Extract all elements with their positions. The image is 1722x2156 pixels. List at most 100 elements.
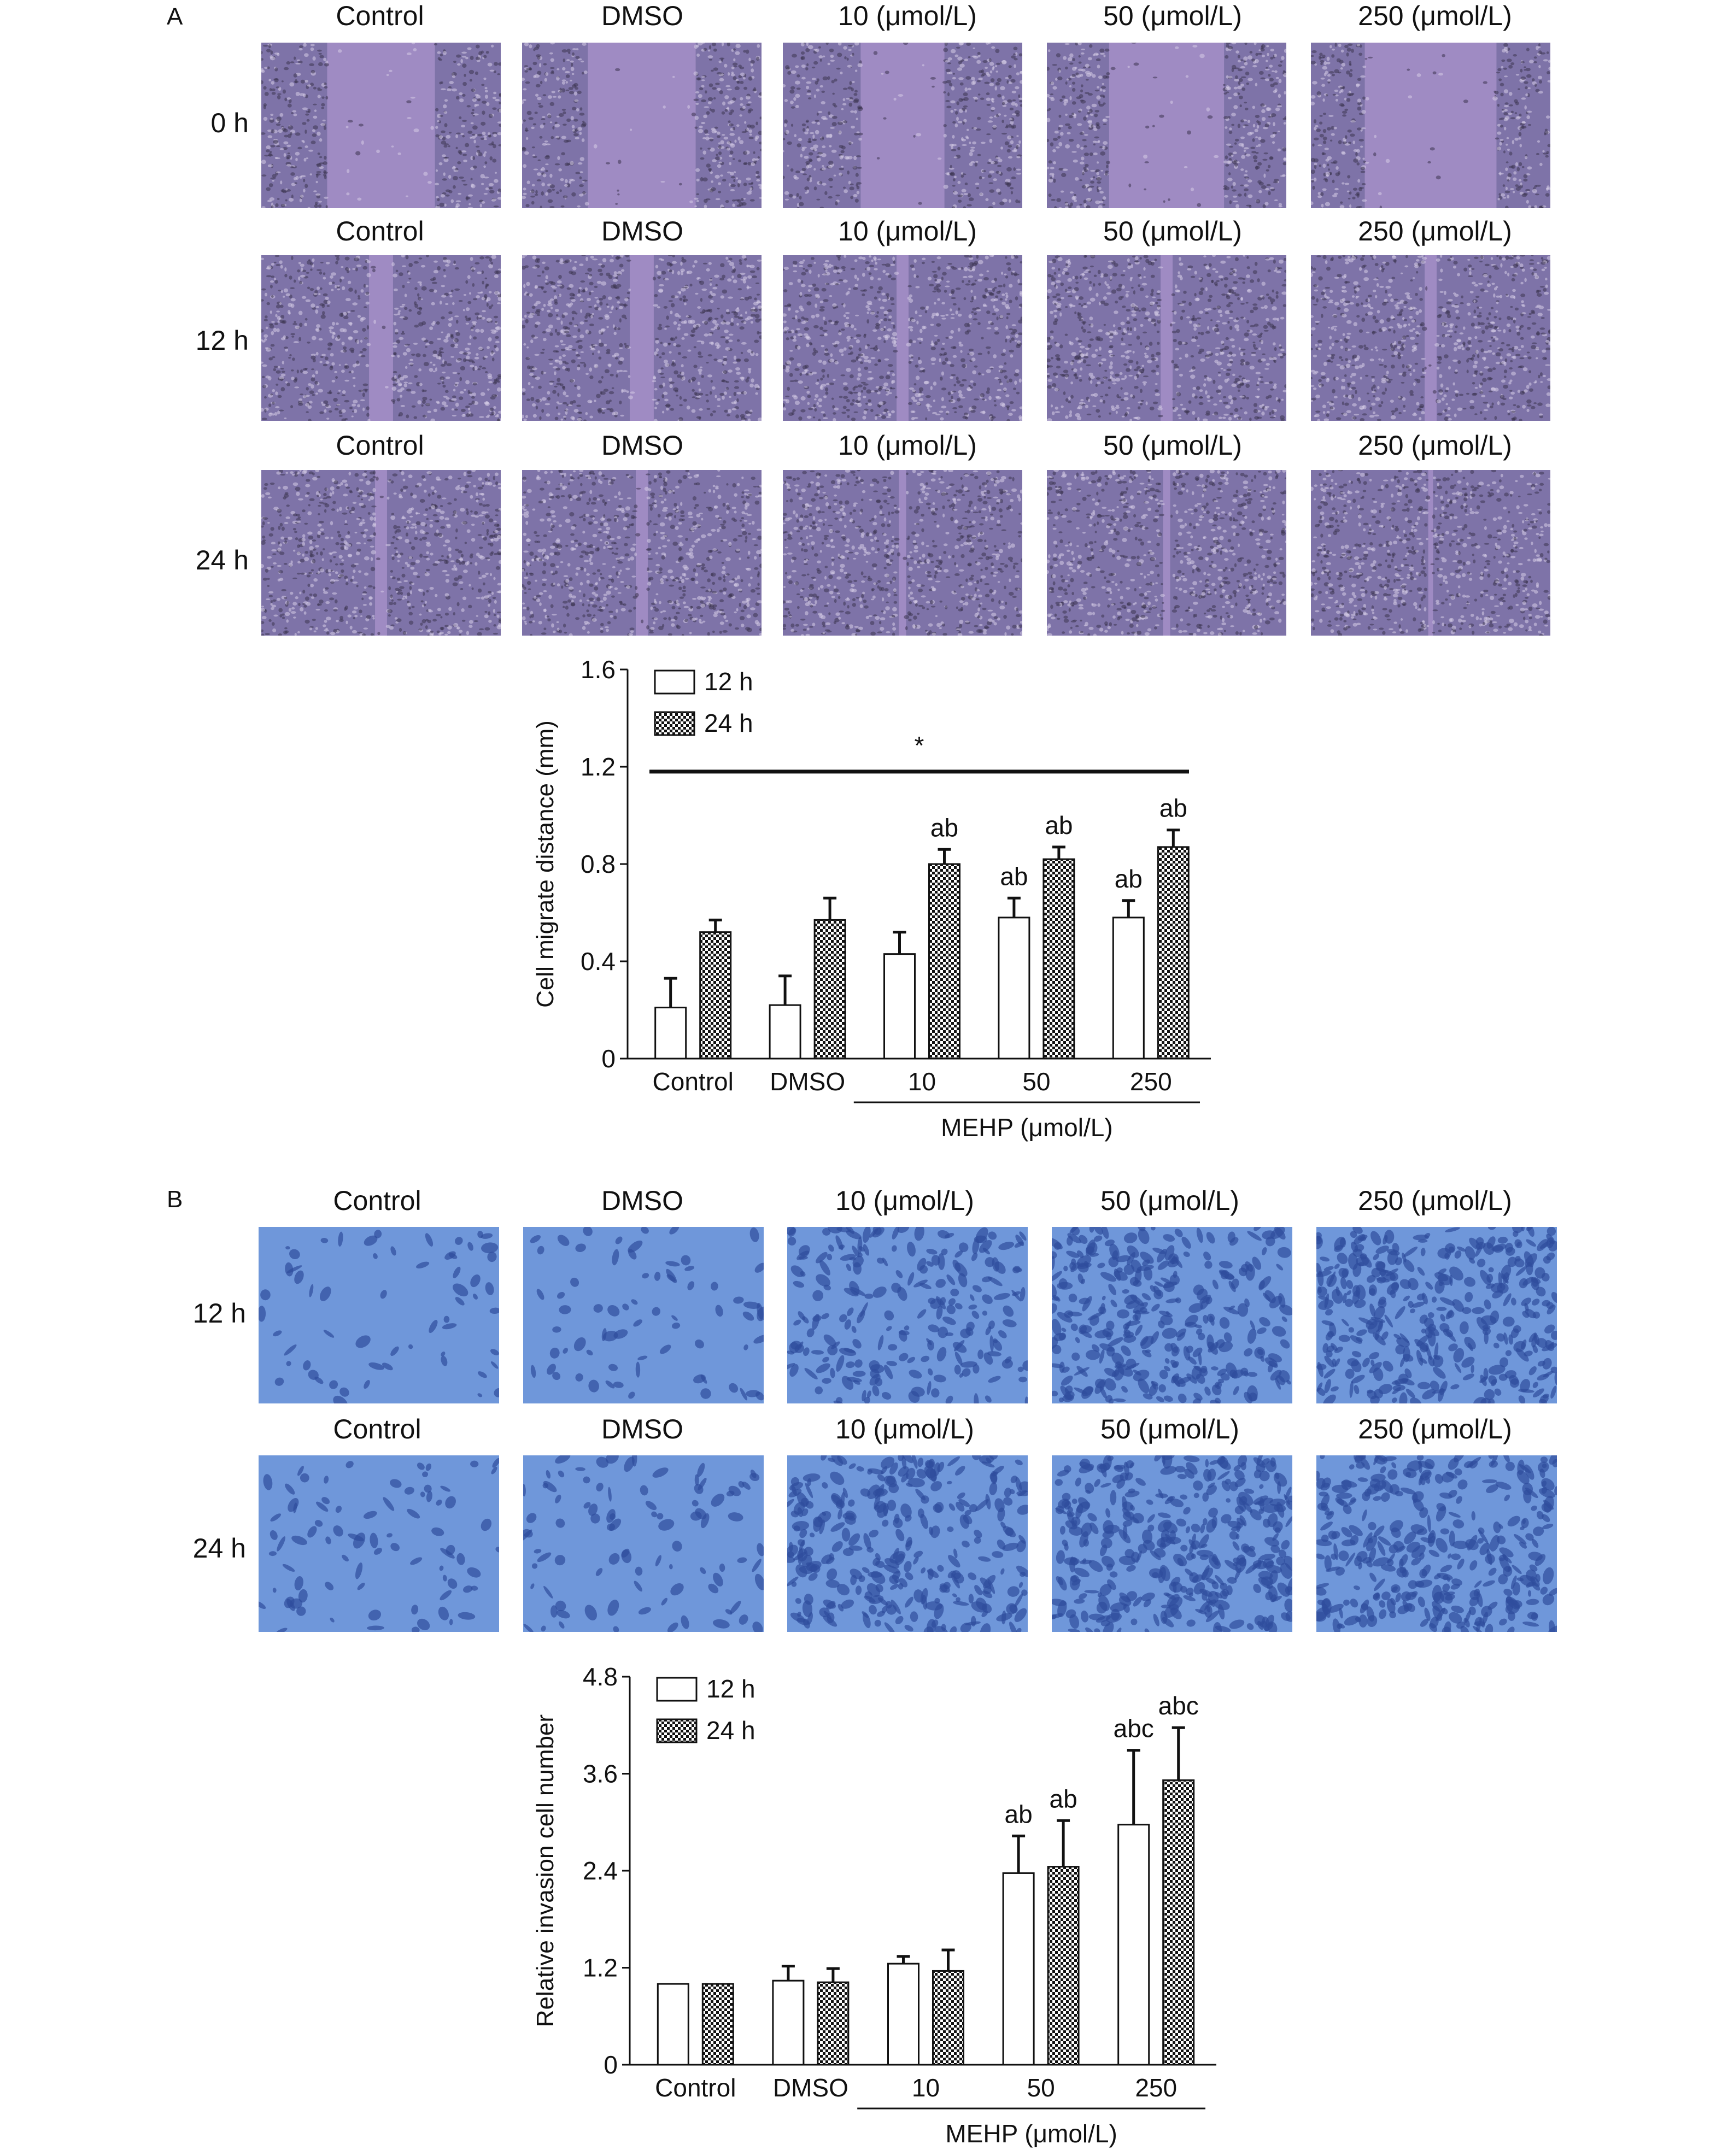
chart-a-bar-12h-Control [654, 1007, 687, 1060]
chart-a-ytick-label: 0 [601, 1044, 616, 1073]
scratch-micrograph-24h-50 [1047, 470, 1286, 636]
panel-a-row1-col-label-50: 50 (μmol/L) [1103, 1, 1242, 31]
scratch-micrograph-0h-250 [1311, 43, 1550, 208]
chart-b-xtick-label-250: 250 [1135, 2073, 1177, 2102]
invasion-micrograph-24h-50 [1052, 1455, 1292, 1632]
panel-b-row2-col-label-control: Control [333, 1414, 421, 1444]
chart-a-bar-24h-50 [1042, 858, 1075, 1060]
scratch-micrograph-24h-control [261, 470, 501, 636]
chart-a-ytick-label: 0.8 [581, 850, 616, 878]
scratch-micrograph-12h-250 [1311, 255, 1550, 421]
chart-a-xtick-label-250: 250 [1130, 1067, 1172, 1096]
chart-a-x-axis-title: MEHP (μmol/L) [941, 1113, 1112, 1142]
chart-a-annotation: ab [930, 813, 958, 842]
chart-b-bar-24h-Control [701, 1983, 734, 2066]
chart-b-bar-12h-10 [887, 1963, 919, 2066]
invasion-micrograph-12h-dmso [523, 1227, 764, 1403]
panel-b-row1-col-label-control: Control [333, 1185, 421, 1216]
panel-a-row-label-24h: 24 h [195, 545, 249, 575]
panel-b-row1-col-label-250: 250 (μmol/L) [1358, 1185, 1512, 1216]
chart-a-legend-label-24h: 24 h [704, 709, 753, 737]
panel-a-row2-col-label-250: 250 (μmol/L) [1358, 216, 1512, 246]
scratch-micrograph-12h-dmso [522, 255, 762, 421]
invasion-micrograph-24h-10 [787, 1455, 1028, 1632]
scratch-micrograph-12h-10 [783, 255, 1022, 421]
panel-b-row1-col-label-dmso: DMSO [601, 1185, 683, 1216]
chart-b-ytick-label: 0 [604, 2051, 618, 2079]
chart-b-bar-12h-Control [657, 1983, 689, 2066]
panel-b-row2-col-label-50: 50 (μmol/L) [1100, 1414, 1239, 1444]
chart-b-legend-label-12h: 12 h [706, 1675, 755, 1703]
chart-a-bar-24h-250 [1157, 846, 1190, 1060]
chart-b-legend-swatch-24h [656, 1718, 698, 1743]
panel-b-letter: B [167, 1186, 183, 1213]
chart-b-bar-24h-10 [932, 1970, 964, 2066]
panel-b-row-label-12h: 12 h [192, 1298, 246, 1329]
panel-a-row2-col-label-50: 50 (μmol/L) [1103, 216, 1242, 246]
chart-a-bar-12h-DMSO [769, 1004, 801, 1060]
chart-a-legend-swatch-24h [654, 711, 695, 736]
panel-b-row2-col-label-dmso: DMSO [601, 1414, 683, 1444]
panel-a-row2-col-label-10: 10 (μmol/L) [838, 216, 977, 246]
panel-a-row1-col-label-dmso: DMSO [601, 1, 683, 31]
scratch-micrograph-12h-control [261, 255, 501, 421]
chart-b-bar-24h-DMSO [817, 1981, 850, 2066]
scratch-micrograph-12h-50 [1047, 255, 1286, 421]
chart-a-legend-label-12h: 12 h [704, 667, 753, 696]
chart-a-legend-swatch-12h [654, 669, 695, 695]
panel-b-row1-col-label-50: 50 (μmol/L) [1100, 1185, 1239, 1216]
chart-b-annotation: ab [1050, 1784, 1077, 1813]
chart-a-bar-24h-DMSO [813, 919, 846, 1060]
panel-a-row3-col-label-dmso: DMSO [601, 430, 683, 461]
panel-a-row2-col-label-control: Control [336, 216, 424, 246]
invasion-micrograph-24h-dmso [523, 1455, 764, 1632]
chart-b-bar-12h-250 [1117, 1824, 1150, 2066]
chart-a-xtick-label-10: 10 [908, 1067, 936, 1096]
chart-a-bar-12h-50 [998, 917, 1030, 1060]
chart-a-xtick-label-Control: Control [653, 1067, 734, 1096]
chart-a-ytick-label: 1.2 [581, 753, 616, 781]
scratch-micrograph-0h-dmso [522, 43, 762, 208]
scratch-micrograph-24h-250 [1311, 470, 1550, 636]
chart-a-ytick-label: 0.4 [581, 947, 616, 976]
chart-b-bar-12h-50 [1002, 1872, 1035, 2066]
chart-a-y-axis-title: Cell migrate distance (mm) [532, 720, 559, 1008]
chart-b-ytick-label: 1.2 [583, 1954, 618, 1982]
invasion-micrograph-12h-10 [787, 1227, 1028, 1403]
panel-a-row1-col-label-10: 10 (μmol/L) [838, 1, 977, 31]
scratch-micrograph-0h-10 [783, 43, 1022, 208]
chart-b-y-axis-title: Relative invasion cell number [532, 1714, 559, 2027]
chart-b-annotation: abc [1158, 1691, 1199, 1720]
panel-a-row3-col-label-control: Control [336, 430, 424, 461]
scratch-micrograph-0h-50 [1047, 43, 1286, 208]
chart-a-ytick-label: 1.6 [581, 655, 616, 684]
invasion-micrograph-24h-250 [1316, 1455, 1557, 1632]
panel-a-row-label-12h: 12 h [195, 325, 249, 356]
chart-b-x-axis-title: MEHP (μmol/L) [945, 2119, 1117, 2148]
chart-a-annotation: ab [1115, 865, 1143, 893]
panel-b-row2-col-label-250: 250 (μmol/L) [1358, 1414, 1512, 1444]
panel-b-row2-col-label-10: 10 (μmol/L) [835, 1414, 974, 1444]
panel-a-row2-col-label-dmso: DMSO [601, 216, 683, 246]
chart-a-significance-label: * [915, 731, 924, 760]
chart-b-xtick-label-DMSO: DMSO [773, 2073, 848, 2102]
chart-b-ytick-label: 4.8 [583, 1662, 618, 1691]
chart-a-bar-24h-10 [928, 863, 960, 1060]
chart-b-legend-swatch-12h [656, 1677, 698, 1702]
chart-a-xtick-label-50: 50 [1022, 1067, 1050, 1096]
panel-a-row3-col-label-250: 250 (μmol/L) [1358, 430, 1512, 461]
panel-a-row1-col-label-control: Control [336, 1, 424, 31]
invasion-micrograph-12h-250 [1316, 1227, 1557, 1403]
chart-a-xtick-label-DMSO: DMSO [770, 1067, 845, 1096]
panel-a-row1-col-label-250: 250 (μmol/L) [1358, 1, 1512, 31]
chart-b-annotation: abc [1114, 1714, 1154, 1743]
chart-b-legend-label-24h: 24 h [706, 1716, 755, 1744]
scratch-micrograph-0h-control [261, 43, 501, 208]
chart-b-bar-12h-DMSO [772, 1979, 805, 2066]
chart-b-ytick-label: 3.6 [583, 1760, 618, 1788]
chart-b-bar-24h-50 [1047, 1866, 1080, 2066]
invasion-micrograph-12h-control [259, 1227, 499, 1403]
invasion-micrograph-24h-control [259, 1455, 499, 1632]
chart-b-bar-24h-250 [1162, 1779, 1195, 2066]
panel-a-row3-col-label-10: 10 (μmol/L) [838, 430, 977, 461]
